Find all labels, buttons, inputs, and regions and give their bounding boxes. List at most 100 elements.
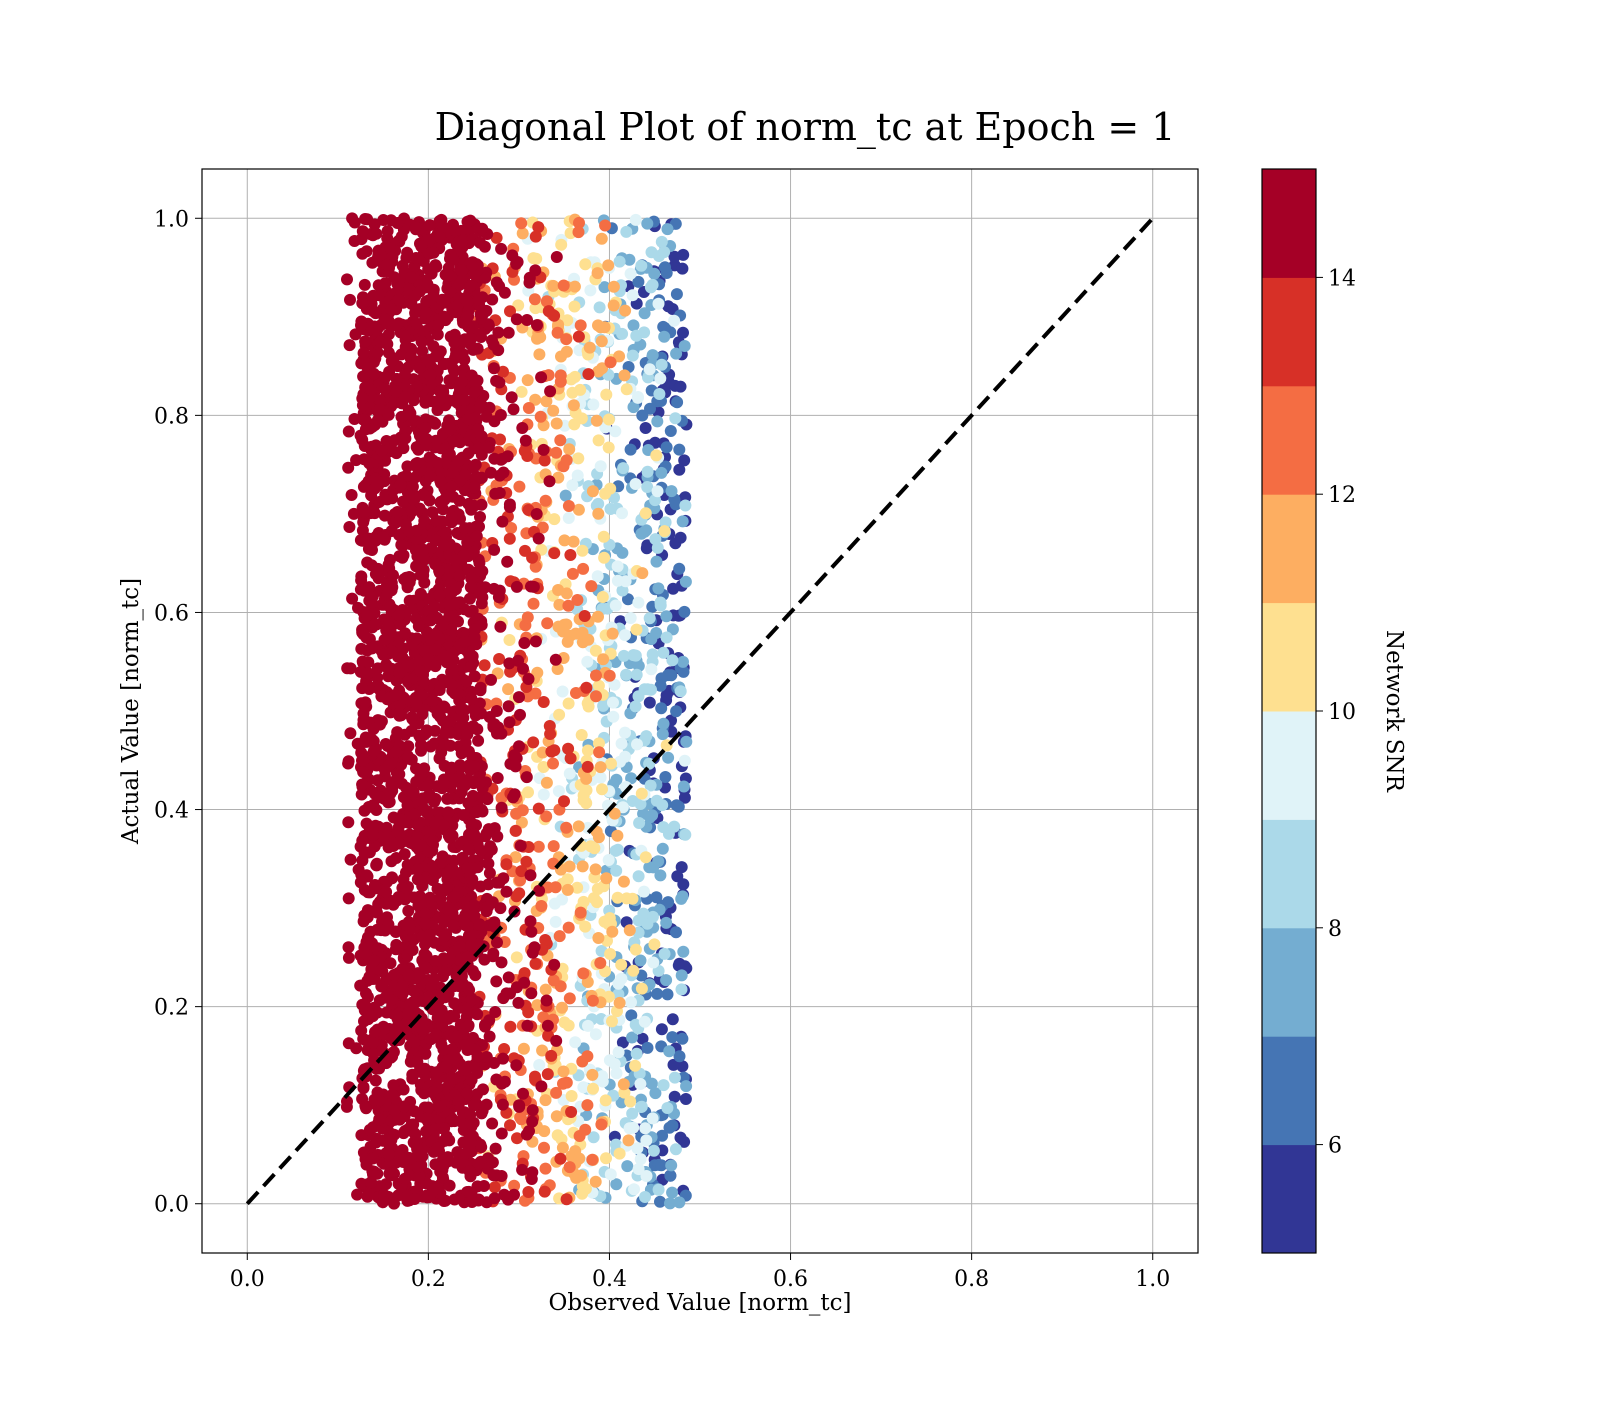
scatter-point	[530, 252, 543, 265]
scatter-point	[358, 804, 371, 817]
scatter-point	[644, 779, 657, 792]
scatter-point	[660, 916, 673, 929]
scatter-point	[472, 734, 485, 747]
scatter-point	[673, 463, 686, 476]
scatter-point	[584, 840, 597, 853]
scatter-point	[450, 348, 463, 361]
scatter-point	[474, 586, 487, 599]
scatter-point	[464, 279, 477, 292]
scatter-point	[474, 398, 487, 411]
scatter-point	[463, 650, 476, 663]
colorbar-tick-label: 8	[1328, 917, 1342, 942]
scatter-point	[445, 1043, 458, 1056]
scatter-point	[491, 936, 503, 949]
scatter-point	[365, 383, 378, 396]
scatter-point	[586, 1153, 599, 1166]
scatter-point	[557, 1077, 569, 1090]
scatter-point	[488, 1181, 501, 1194]
scatter-point	[400, 866, 412, 879]
scatter-point	[428, 1123, 441, 1136]
scatter-point	[553, 930, 566, 943]
scatter-point	[500, 885, 513, 898]
scatter-point	[655, 1023, 668, 1036]
scatter-point	[388, 271, 401, 284]
scatter-point	[551, 1129, 564, 1142]
scatter-point	[401, 799, 414, 812]
scatter-point	[645, 663, 658, 676]
scatter-point	[668, 250, 681, 263]
colorbar-tick-label: 10	[1328, 700, 1356, 725]
scatter-point	[397, 442, 410, 455]
scatter-point	[415, 335, 428, 348]
scatter-point	[474, 308, 487, 321]
scatter-point	[666, 1013, 679, 1026]
scatter-point	[667, 1058, 680, 1071]
scatter-point	[646, 910, 659, 923]
scatter-point	[641, 465, 654, 478]
scatter-point	[572, 503, 585, 516]
scatter-point	[529, 264, 542, 277]
scatter-point	[616, 584, 629, 597]
scatter-point	[562, 921, 575, 934]
scatter-point	[403, 571, 416, 583]
scatter-point	[607, 696, 619, 709]
scatter-point	[452, 454, 465, 467]
scatter-point	[455, 273, 468, 286]
scatter-point	[581, 655, 594, 668]
scatter-point	[459, 1063, 472, 1076]
scatter-point	[555, 350, 567, 363]
colorbar-segment	[1262, 819, 1316, 929]
scatter-point	[602, 413, 615, 426]
scatter-point	[630, 668, 643, 681]
scatter-point	[380, 886, 393, 898]
scatter-point	[467, 268, 480, 281]
scatter-point	[572, 330, 585, 343]
scatter-point	[610, 1138, 622, 1151]
scatter-point	[429, 816, 442, 829]
scatter-point	[525, 987, 538, 1000]
scatter-point	[460, 744, 473, 757]
scatter-point	[654, 596, 667, 609]
colorbar-tick-label: 14	[1328, 266, 1356, 291]
scatter-point	[488, 1192, 501, 1205]
scatter-point	[429, 434, 442, 447]
scatter-point	[411, 1056, 424, 1069]
y-axis-ticks: 0.0 0.2 0.4 0.6 0.8 1.0	[154, 207, 202, 1218]
scatter-point	[468, 828, 481, 841]
scatter-point	[486, 1117, 499, 1130]
scatter-point	[429, 660, 442, 673]
scatter-point	[609, 599, 622, 612]
scatter-point	[400, 918, 413, 931]
scatter-point	[362, 542, 375, 555]
scatter-point	[517, 1042, 530, 1055]
scatter-point	[650, 627, 663, 639]
scatter-point	[385, 994, 398, 1007]
scatter-point	[678, 605, 691, 618]
scatter-point	[672, 800, 685, 813]
scatter-point	[363, 1123, 376, 1136]
scatter-point	[616, 1036, 629, 1049]
y-tick-label: 0.2	[154, 996, 189, 1021]
scatter-point	[550, 417, 563, 430]
scatter-point	[374, 718, 386, 731]
scatter-point	[616, 507, 628, 520]
scatter-point	[405, 271, 418, 284]
scatter-point	[634, 798, 647, 810]
scatter-point	[408, 1193, 421, 1205]
scatter-point	[445, 830, 458, 843]
colorbar-segment	[1262, 1036, 1316, 1146]
scatter-point	[603, 669, 616, 682]
scatter-point	[553, 708, 566, 721]
scatter-point	[438, 1195, 450, 1207]
scatter-point	[558, 795, 570, 808]
scatter-point	[433, 752, 446, 765]
scatter-point	[563, 860, 576, 873]
scatter-point	[514, 708, 526, 721]
scatter-point	[619, 629, 631, 642]
scatter-point	[562, 512, 575, 524]
scatter-point	[355, 1177, 368, 1190]
scatter-point	[375, 444, 388, 457]
scatter-point	[497, 1052, 509, 1065]
scatter-point	[643, 612, 656, 625]
scatter-point	[587, 1082, 599, 1095]
